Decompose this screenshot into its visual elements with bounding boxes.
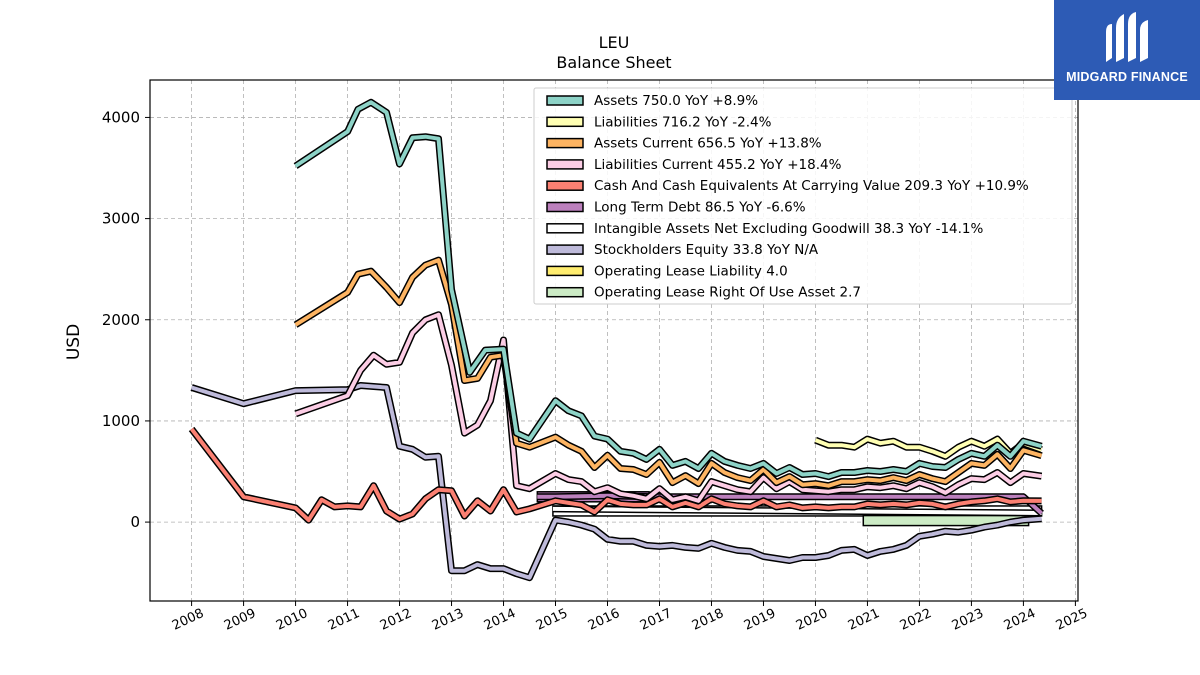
- legend-box: [533, 87, 1073, 305]
- x-tick-label: 2019: [742, 606, 778, 634]
- legend-label: Long Term Debt 86.5 YoY -6.6%: [594, 200, 806, 216]
- series-line: [294, 312, 1042, 503]
- x-tick-label: 2012: [378, 606, 414, 634]
- x-tick-label: 2009: [222, 606, 258, 634]
- legend-swatch: [546, 223, 584, 234]
- legend-swatch: [546, 180, 584, 191]
- legend-swatch: [546, 116, 584, 128]
- series-line: [552, 506, 1042, 515]
- series-line: [191, 383, 1042, 580]
- legend: Assets 750.0 YoY +8.9% Liabilities 716.2 …: [533, 87, 1073, 305]
- x-tick-label: 2020: [794, 606, 830, 634]
- chart-title: LEU: [599, 33, 630, 52]
- legend-label: Intangible Assets Net Excluding Goodwill…: [594, 221, 984, 237]
- legend-label: Operating Lease Liability 4.0: [594, 263, 788, 279]
- x-tick-label: 2022: [898, 606, 934, 634]
- x-tick-label: 2024: [1002, 606, 1038, 634]
- series-line: [294, 100, 1043, 479]
- y-tick-label: 1000: [102, 412, 140, 430]
- x-tick-label: 2011: [326, 606, 362, 634]
- midgard-finance-logo: MIDGARD FINANCE: [1054, 0, 1200, 100]
- series-line: [814, 437, 1043, 459]
- legend-label: Assets 750.0 YoY +8.9%: [594, 93, 758, 109]
- legend-label: Liabilities Current 455.2 YoY +18.4%: [594, 157, 842, 173]
- x-tick-label: 2015: [534, 606, 570, 634]
- legend-label: Operating Lease Right Of Use Asset 2.7: [594, 285, 861, 301]
- midgard-logo-icon: [1106, 12, 1148, 62]
- legend-swatch: [546, 95, 584, 106]
- y-axis-label: USD: [64, 324, 84, 360]
- y-tick-label: 3000: [102, 210, 140, 228]
- legend-swatch: [546, 265, 584, 277]
- series-line: [190, 427, 1042, 523]
- legend-swatch: [546, 137, 584, 149]
- legend-label: Liabilities 716.2 YoY -2.4%: [594, 114, 772, 130]
- y-tick-label: 4000: [102, 108, 140, 126]
- legend-label: Cash And Cash Equivalents At Carrying Va…: [594, 178, 1029, 194]
- x-tick-label: 2010: [274, 606, 310, 634]
- legend-label: Assets Current 656.5 YoY +13.8%: [594, 136, 822, 152]
- y-tick-label: 2000: [102, 311, 140, 329]
- x-tick-label: 2014: [482, 606, 518, 634]
- logo-text: MIDGARD FINANCE: [1066, 70, 1188, 84]
- x-tick-label: 2018: [690, 606, 726, 634]
- x-tick-label: 2023: [950, 606, 986, 634]
- x-tick-label: 2013: [430, 606, 466, 634]
- plot-frame: [149, 79, 1079, 602]
- legend-label: Stockholders Equity 33.8 YoY N/A: [594, 242, 819, 258]
- legend-swatch: [546, 201, 584, 213]
- legend-swatch: [546, 159, 584, 170]
- x-tick-label: 2016: [586, 606, 622, 634]
- chart-subtitle: Balance Sheet: [556, 53, 671, 72]
- x-tick-label: 2008: [170, 606, 206, 634]
- y-tick-label: 0: [130, 513, 140, 531]
- series-lines: [188, 98, 1044, 582]
- series-line: [294, 258, 1043, 488]
- x-tick-label: 2017: [638, 606, 674, 634]
- series-line: [537, 493, 1043, 515]
- legend-swatch: [546, 244, 584, 255]
- legend-swatch: [546, 286, 584, 298]
- x-tick-label: 2025: [1054, 606, 1090, 634]
- x-tick-label: 2021: [846, 606, 882, 634]
